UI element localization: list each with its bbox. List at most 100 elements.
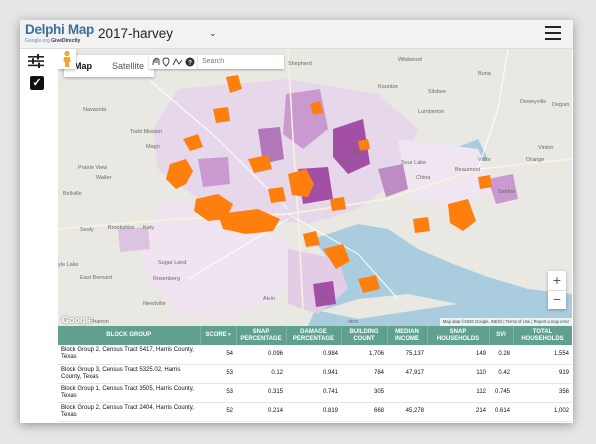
table-cell: 919 <box>513 364 572 384</box>
app-header: Delphi Map Google.org GiveDirectly 2017-… <box>20 20 573 49</box>
table-cell: 149 <box>427 345 489 365</box>
map-label: Orange <box>526 157 545 163</box>
table-cell: 0.12 <box>236 364 286 384</box>
table-cell <box>387 383 427 403</box>
map-label: Wharton <box>88 319 109 325</box>
map-attribution[interactable]: Map data ©2020 Google, INEGI | Terms of … <box>439 318 572 326</box>
map-label: Katy <box>143 225 155 231</box>
table-cell: 45,278 <box>387 402 427 422</box>
column-header[interactable]: DAMAGE PERCENTAGE <box>286 326 342 345</box>
column-header-label: SCORE <box>205 332 227 338</box>
sliders-icon[interactable] <box>28 54 44 68</box>
column-header-label: BUILDING COUNT <box>349 328 379 342</box>
drawing-toolbar: ? <box>149 55 198 69</box>
column-header[interactable]: SCORE ▾ <box>200 326 237 345</box>
map-label: Vinton <box>538 145 554 151</box>
sidebar: ✓ <box>20 49 57 326</box>
column-header-label: TOTAL HOUSEHOLDS <box>521 328 564 342</box>
table-cell: 242 <box>427 421 489 423</box>
checkbox-checked-icon[interactable]: ✓ <box>30 76 44 90</box>
table-cell: 31,330 <box>387 421 427 423</box>
table-row[interactable]: Block Group 1, Census Tract 2310, Harris… <box>58 421 572 423</box>
table-cell: 0.614 <box>489 402 513 422</box>
table-cell: 0.87 <box>489 421 513 423</box>
svg-text:?: ? <box>188 59 192 66</box>
app-window: Delphi Map Google.org GiveDirectly 2017-… <box>20 20 573 423</box>
map-label: yle Lake <box>58 262 79 268</box>
pegman-icon[interactable] <box>58 49 76 69</box>
chevron-down-icon[interactable]: ⌄ <box>209 28 217 38</box>
polyline-icon[interactable] <box>172 58 183 66</box>
map-label: Deguin <box>552 102 570 108</box>
column-header[interactable]: BUILDING COUNT <box>341 326 388 345</box>
map-label: City <box>320 296 330 302</box>
table-cell: 53 <box>200 364 236 384</box>
table-cell: 0.686 <box>286 421 341 423</box>
table-cell: Block Group 1, Census Tract 2310, Harris… <box>58 421 200 423</box>
zoom-in-button[interactable]: + <box>552 272 562 288</box>
map-label: Dayton <box>340 160 358 166</box>
table-row[interactable]: Block Group 1, Census Tract 3505, Harris… <box>58 383 572 403</box>
map-label: Rosenberg <box>153 276 180 282</box>
pan-hand-icon[interactable] <box>152 58 160 66</box>
app-title: Delphi Map <box>25 22 95 37</box>
table-cell: Block Group 1, Census Tract 3505, Harris… <box>58 383 200 403</box>
map-type-control: Map Satellite <box>64 55 155 77</box>
help-icon[interactable]: ? <box>185 57 195 67</box>
table-cell: 52 <box>200 421 236 423</box>
map-label: Kountze <box>378 84 399 90</box>
map-label: Sugar Land <box>158 260 187 266</box>
brand-subtitle: Google.org GiveDirectly <box>25 38 80 44</box>
table-row[interactable]: Block Group 2, Census Tract 2404, Harris… <box>58 402 572 422</box>
map-label: East Bernard <box>80 275 113 281</box>
map-label: ardin <box>350 149 363 155</box>
tab-satellite[interactable]: Satellite <box>112 61 145 71</box>
table-cell: 112 <box>427 383 489 403</box>
map-label: China <box>416 175 431 181</box>
column-header[interactable]: BLOCK GROUP <box>58 326 201 345</box>
column-header[interactable]: SVI <box>489 326 514 345</box>
table-cell: Block Group 2, Census Tract 2404, Harris… <box>58 402 200 422</box>
table-cell: 110 <box>427 364 489 384</box>
map-label: Prairie View <box>78 165 108 171</box>
hamburger-menu-icon[interactable] <box>545 26 561 40</box>
map-search-input[interactable]: Search <box>198 55 284 69</box>
table-cell: 52 <box>200 402 236 422</box>
map-label: Sabine <box>498 189 516 195</box>
table-cell: 0.941 <box>286 364 341 384</box>
column-header-label: SNAP HOUSEHOLDS <box>436 328 480 342</box>
sort-down-icon[interactable]: ▾ <box>226 332 231 338</box>
table-cell: 356 <box>513 383 572 403</box>
table-cell: 668 <box>341 402 387 422</box>
table-row[interactable]: Block Group 2, Census Tract 5417, Harris… <box>58 345 572 365</box>
table-cell: 0.28 <box>489 345 513 365</box>
map-label: Buna <box>478 71 491 77</box>
table-cell: 0.42 <box>489 364 513 384</box>
map-label: Brookshire <box>108 225 135 231</box>
table-cell: 0.096 <box>236 345 286 365</box>
event-selector[interactable]: 2017-harvey <box>98 26 174 41</box>
table-cell: 47,917 <box>387 364 427 384</box>
column-header[interactable]: SNAP PERCENTAGE <box>236 326 287 345</box>
column-header[interactable]: MEDIAN INCOME <box>387 326 428 345</box>
map-label: Waller <box>96 175 112 181</box>
map-label: Wildwood <box>398 57 422 63</box>
map-label: Navasota <box>83 107 107 113</box>
table-cell: 784 <box>341 364 387 384</box>
zoom-out-button[interactable]: − <box>548 290 566 309</box>
marker-icon[interactable] <box>162 57 170 67</box>
map-canvas[interactable] <box>58 49 572 326</box>
column-header[interactable]: TOTAL HOUSEHOLDS <box>513 326 572 345</box>
table-cell: 675 <box>513 421 572 423</box>
tab-map[interactable]: Map <box>74 61 92 71</box>
map-label: Beaumont <box>455 167 481 173</box>
table-cell: 1,002 <box>513 402 572 422</box>
table-cell: 0.741 <box>286 383 341 403</box>
table-row[interactable]: Block Group 3, Census Tract 5325.02, Har… <box>58 364 572 384</box>
map-view[interactable]: Shepherd Wildwood Kountze Silsbee Buna D… <box>58 49 572 326</box>
column-header[interactable]: SNAP HOUSEHOLDS <box>427 326 490 345</box>
table-cell: 0.214 <box>236 402 286 422</box>
map-label: Todd Mission <box>130 129 163 135</box>
table-cell: 54 <box>200 345 236 365</box>
map-label: Deweyville <box>520 99 547 105</box>
